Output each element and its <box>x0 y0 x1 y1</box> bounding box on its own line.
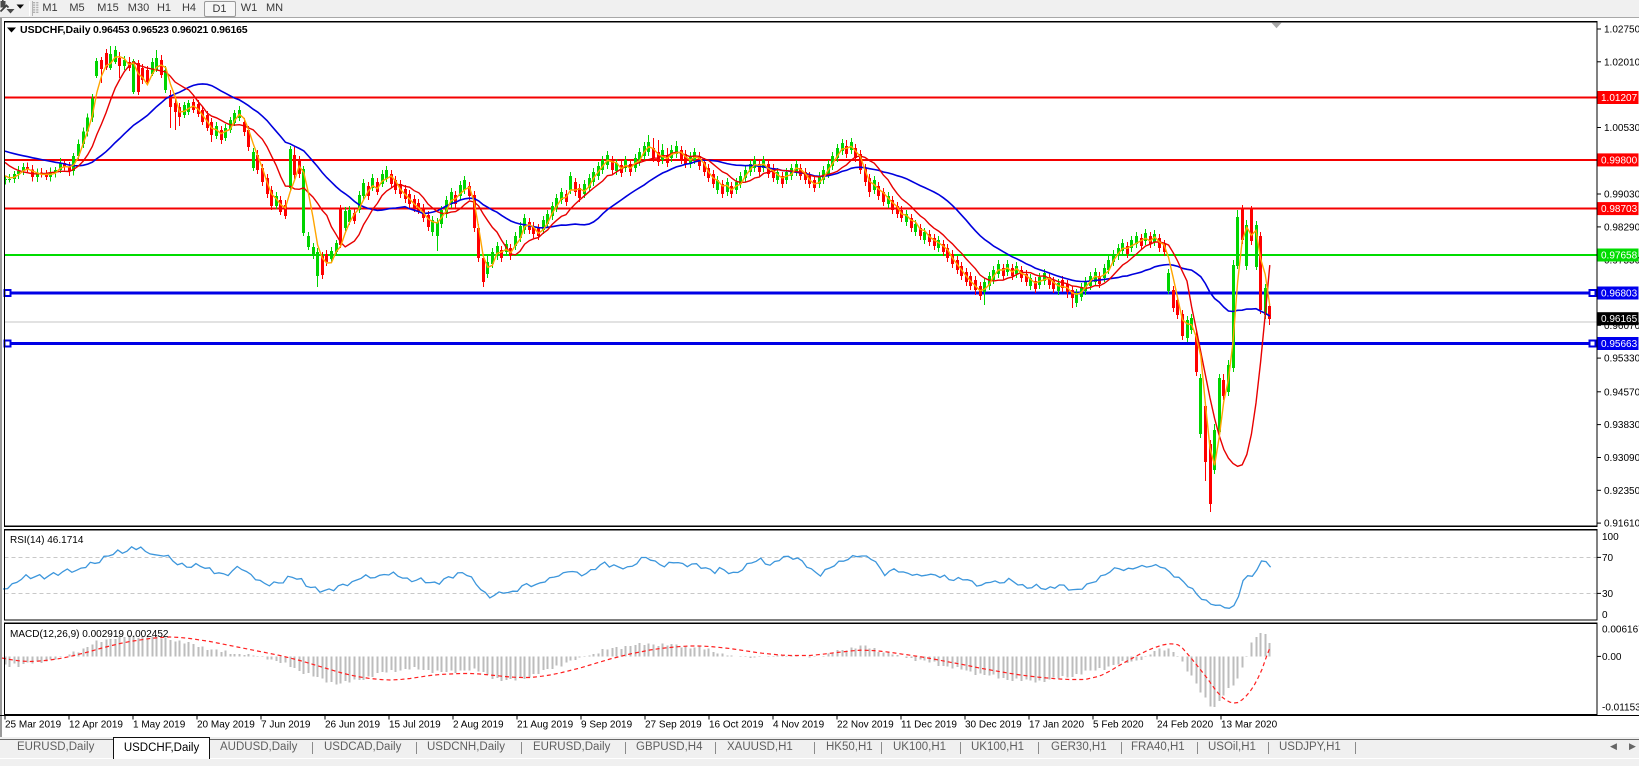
svg-text:0.00: 0.00 <box>1602 652 1622 663</box>
svg-text:24 Feb 2020: 24 Feb 2020 <box>1157 720 1214 731</box>
svg-text:20 May 2019: 20 May 2019 <box>197 720 255 731</box>
svg-text:0.96453 0.96523 0.96021 0.9616: 0.96453 0.96523 0.96021 0.96165 <box>93 24 248 36</box>
svg-text:22 Nov 2019: 22 Nov 2019 <box>837 720 894 731</box>
svg-text:0: 0 <box>1602 610 1608 621</box>
svg-text:0.92350: 0.92350 <box>1604 486 1639 497</box>
svg-text:1.02010: 1.02010 <box>1604 57 1639 68</box>
svg-text:26 Jun 2019: 26 Jun 2019 <box>325 720 380 731</box>
svg-text:0.97658: 0.97658 <box>1601 251 1638 262</box>
svg-text:0.91610: 0.91610 <box>1604 519 1639 530</box>
svg-text:5 Feb 2020: 5 Feb 2020 <box>1093 720 1144 731</box>
svg-text:15 Jul 2019: 15 Jul 2019 <box>389 720 441 731</box>
svg-text:2 Aug 2019: 2 Aug 2019 <box>453 720 504 731</box>
svg-text:0.93830: 0.93830 <box>1604 420 1639 431</box>
svg-text:16 Oct 2019: 16 Oct 2019 <box>709 720 764 731</box>
svg-text:0.006167: 0.006167 <box>1602 625 1639 636</box>
svg-text:11 Dec 2019: 11 Dec 2019 <box>901 720 957 731</box>
svg-text:MACD(12,26,9) 0.002919 0.00245: MACD(12,26,9) 0.002919 0.002452 <box>10 629 169 640</box>
svg-text:1.01207: 1.01207 <box>1601 93 1638 104</box>
svg-text:9 Sep 2019: 9 Sep 2019 <box>581 720 633 731</box>
svg-text:25 Mar 2019: 25 Mar 2019 <box>5 720 62 731</box>
svg-text:0.94570: 0.94570 <box>1604 387 1639 398</box>
svg-text:4 Nov 2019: 4 Nov 2019 <box>773 720 825 731</box>
svg-text:USDCHF,Daily: USDCHF,Daily <box>20 24 91 36</box>
svg-text:1.00530: 1.00530 <box>1604 123 1639 134</box>
svg-text:7 Jun 2019: 7 Jun 2019 <box>261 720 311 731</box>
svg-text:27 Sep 2019: 27 Sep 2019 <box>645 720 702 731</box>
svg-text:21 Aug 2019: 21 Aug 2019 <box>517 720 574 731</box>
svg-text:30 Dec 2019: 30 Dec 2019 <box>965 720 1022 731</box>
svg-text:0.96070: 0.96070 <box>1604 321 1639 332</box>
svg-text:12 Apr 2019: 12 Apr 2019 <box>69 720 123 731</box>
svg-text:0.96803: 0.96803 <box>1601 289 1638 300</box>
svg-text:-0.011531: -0.011531 <box>1602 703 1639 714</box>
svg-text:17 Jan 2020: 17 Jan 2020 <box>1029 720 1084 731</box>
svg-text:0.95330: 0.95330 <box>1604 354 1639 365</box>
svg-text:0.99030: 0.99030 <box>1604 190 1639 201</box>
svg-text:RSI(14) 46.1714: RSI(14) 46.1714 <box>10 535 84 546</box>
svg-text:0.93090: 0.93090 <box>1604 453 1639 464</box>
svg-text:0.98290: 0.98290 <box>1604 222 1639 233</box>
svg-text:13 Mar 2020: 13 Mar 2020 <box>1221 720 1278 731</box>
svg-text:30: 30 <box>1602 589 1614 600</box>
svg-text:100: 100 <box>1602 532 1619 543</box>
svg-text:0.96165: 0.96165 <box>1601 314 1638 325</box>
svg-text:1 May 2019: 1 May 2019 <box>133 720 186 731</box>
svg-text:0.98703: 0.98703 <box>1601 204 1638 215</box>
svg-text:1.02750: 1.02750 <box>1604 25 1639 36</box>
svg-text:70: 70 <box>1602 553 1614 564</box>
svg-text:0.99800: 0.99800 <box>1601 155 1638 166</box>
svg-text:0.95663: 0.95663 <box>1601 339 1638 350</box>
